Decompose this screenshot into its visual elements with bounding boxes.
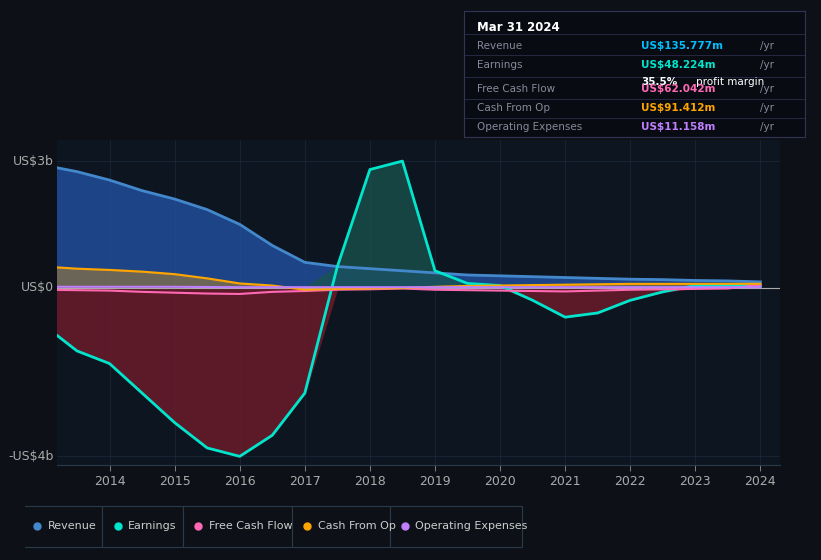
Text: Revenue: Revenue [478,41,523,52]
Text: Operating Expenses: Operating Expenses [415,521,528,531]
Text: -US$4b: -US$4b [8,450,54,463]
FancyBboxPatch shape [182,506,292,547]
Text: US$48.224m: US$48.224m [641,60,716,71]
Text: US$135.777m: US$135.777m [641,41,723,52]
Text: /yr: /yr [760,41,774,52]
Text: Earnings: Earnings [128,521,177,531]
Text: US$0: US$0 [21,281,54,294]
Text: /yr: /yr [760,85,774,94]
Text: /yr: /yr [760,103,774,113]
Text: profit margin: profit margin [695,77,764,87]
Text: Cash From Op: Cash From Op [478,103,551,113]
Text: Operating Expenses: Operating Expenses [478,122,583,132]
Text: Mar 31 2024: Mar 31 2024 [478,21,560,34]
Text: Revenue: Revenue [48,521,96,531]
Text: Free Cash Flow: Free Cash Flow [478,85,556,94]
FancyBboxPatch shape [389,506,522,547]
Text: Earnings: Earnings [478,60,523,71]
Text: 35.5%: 35.5% [641,77,677,87]
Text: /yr: /yr [760,60,774,71]
FancyBboxPatch shape [22,506,103,547]
Text: US$11.158m: US$11.158m [641,122,715,132]
FancyBboxPatch shape [103,506,182,547]
Text: US$62.042m: US$62.042m [641,85,716,94]
FancyBboxPatch shape [292,506,389,547]
Text: US$91.412m: US$91.412m [641,103,715,113]
Text: Free Cash Flow: Free Cash Flow [209,521,292,531]
Text: Cash From Op: Cash From Op [318,521,396,531]
Text: /yr: /yr [760,122,774,132]
Text: US$3b: US$3b [13,155,54,167]
